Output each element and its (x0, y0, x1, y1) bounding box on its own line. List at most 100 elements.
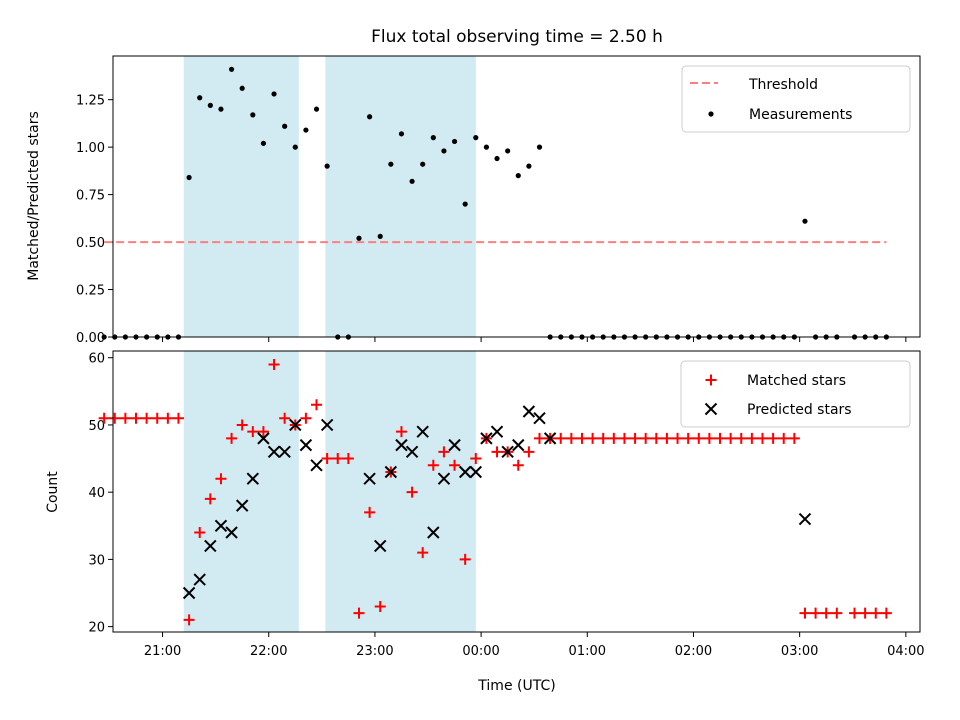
bottom-y-tick-label: 20 (88, 621, 105, 636)
matched-star-point (608, 432, 620, 444)
matched-star-point (799, 607, 811, 619)
matched-star-point (98, 412, 110, 424)
measurement-point (250, 112, 256, 118)
legend-threshold-label: Threshold (748, 77, 818, 93)
matched-star-point (268, 358, 280, 370)
bottom-x-tick-label: 04:00 (887, 644, 924, 659)
top-y-tick-label: 1.00 (76, 141, 105, 156)
predicted-star-point (225, 526, 238, 539)
measurement-point (420, 161, 426, 167)
matched-star-point (831, 607, 843, 619)
matched-star-point (215, 473, 227, 485)
matched-star-point (555, 432, 567, 444)
predicted-star-point (458, 465, 472, 479)
predicted-star-point (469, 465, 483, 479)
matched-star-point (109, 412, 121, 424)
matched-star-point (300, 412, 312, 424)
legend-matched-swatch (705, 374, 717, 386)
top-shaded-interval (183, 56, 299, 337)
predicted-star-point (416, 425, 429, 438)
measurement-point (197, 95, 203, 101)
bottom-x-tick-label: 22:00 (250, 644, 287, 659)
matched-star-point (427, 459, 439, 471)
top-y-tick-label: 0.75 (76, 189, 105, 204)
matched-star-point (417, 547, 429, 559)
bottom-shaded-interval (325, 351, 476, 632)
predicted-star-point (363, 472, 376, 485)
bottom-x-tick-label: 02:00 (675, 644, 712, 659)
measurement-point (536, 144, 543, 150)
matched-star-point (661, 432, 673, 444)
measurement-point (494, 155, 500, 162)
matched-star-point (395, 426, 407, 438)
predicted-star-point (522, 405, 536, 418)
predicted-star-point (289, 418, 302, 432)
matched-star-point (311, 399, 323, 411)
measurement-point (441, 148, 447, 154)
measurement-point (186, 174, 192, 181)
predicted-star-point (299, 438, 313, 452)
top-axes-frame (112, 55, 921, 338)
matched-star-point (119, 412, 131, 424)
matched-star-point (523, 446, 535, 458)
matched-star-point (597, 432, 609, 444)
matched-star-point (788, 432, 800, 444)
matched-star-point (693, 432, 705, 444)
top-y-tick-label: 0.00 (76, 331, 105, 346)
matched-star-point (629, 432, 641, 444)
measurement-point (388, 161, 394, 167)
matched-star-point (151, 412, 163, 424)
bottom-y-tick-label: 30 (88, 553, 105, 568)
measurement-point (313, 106, 320, 112)
matched-star-point (672, 432, 684, 444)
top-y-tick-label: 0.25 (76, 284, 105, 299)
matched-star-point (767, 432, 779, 444)
measurement-point (430, 135, 436, 141)
matched-star-point (342, 453, 354, 465)
measurement-point (483, 144, 490, 150)
legend-measurements-swatch (708, 111, 714, 117)
matched-star-point (374, 600, 386, 612)
measurement-point (409, 178, 415, 184)
measurement-point (367, 114, 373, 120)
predicted-star-point (320, 418, 334, 432)
measurement-point (239, 85, 245, 91)
matched-star-point (257, 426, 269, 438)
predicted-star-point (214, 519, 228, 532)
predicted-star-point (182, 586, 196, 600)
measurement-point (324, 163, 330, 169)
measurement-point (101, 334, 107, 340)
predicted-star-point (448, 438, 461, 452)
measurement-point (515, 173, 521, 179)
legend-matched-label: Matched stars (747, 373, 846, 389)
top-y-axis-label: Matched/Predicted stars (26, 111, 42, 281)
predicted-star-point (501, 445, 514, 459)
matched-star-point (247, 426, 259, 438)
matched-star-point (820, 607, 832, 619)
matched-star-point (353, 607, 365, 619)
predicted-star-point (405, 445, 419, 459)
matched-star-point (406, 486, 418, 498)
bottom-y-tick-label: 40 (88, 486, 105, 501)
matched-star-point (756, 432, 768, 444)
predicted-star-point (310, 459, 323, 472)
measurement-point (271, 91, 277, 97)
predicted-star-point (437, 472, 451, 485)
top-y-tick-label: 1.25 (76, 94, 105, 109)
predicted-star-point (798, 512, 812, 526)
predicted-star-point (204, 539, 217, 553)
matched-star-point (778, 432, 790, 444)
predicted-star-point (533, 412, 546, 425)
predicted-star-point (246, 472, 260, 485)
matched-star-point (470, 453, 482, 465)
matched-star-point (859, 607, 871, 619)
top-panel: 0.00 0.25 0.50 0.75 1.00 1.25 Threshold Measure… (76, 55, 921, 346)
measurement-point (282, 123, 288, 129)
x-axis-label: Time (UTC) (477, 678, 555, 694)
measurement-point (356, 235, 362, 241)
matched-star-point (725, 432, 737, 444)
bottom-x-tick-label: 21:00 (144, 644, 181, 659)
measurement-point (462, 201, 468, 207)
matched-star-point (534, 432, 546, 444)
measurement-point (292, 144, 298, 150)
